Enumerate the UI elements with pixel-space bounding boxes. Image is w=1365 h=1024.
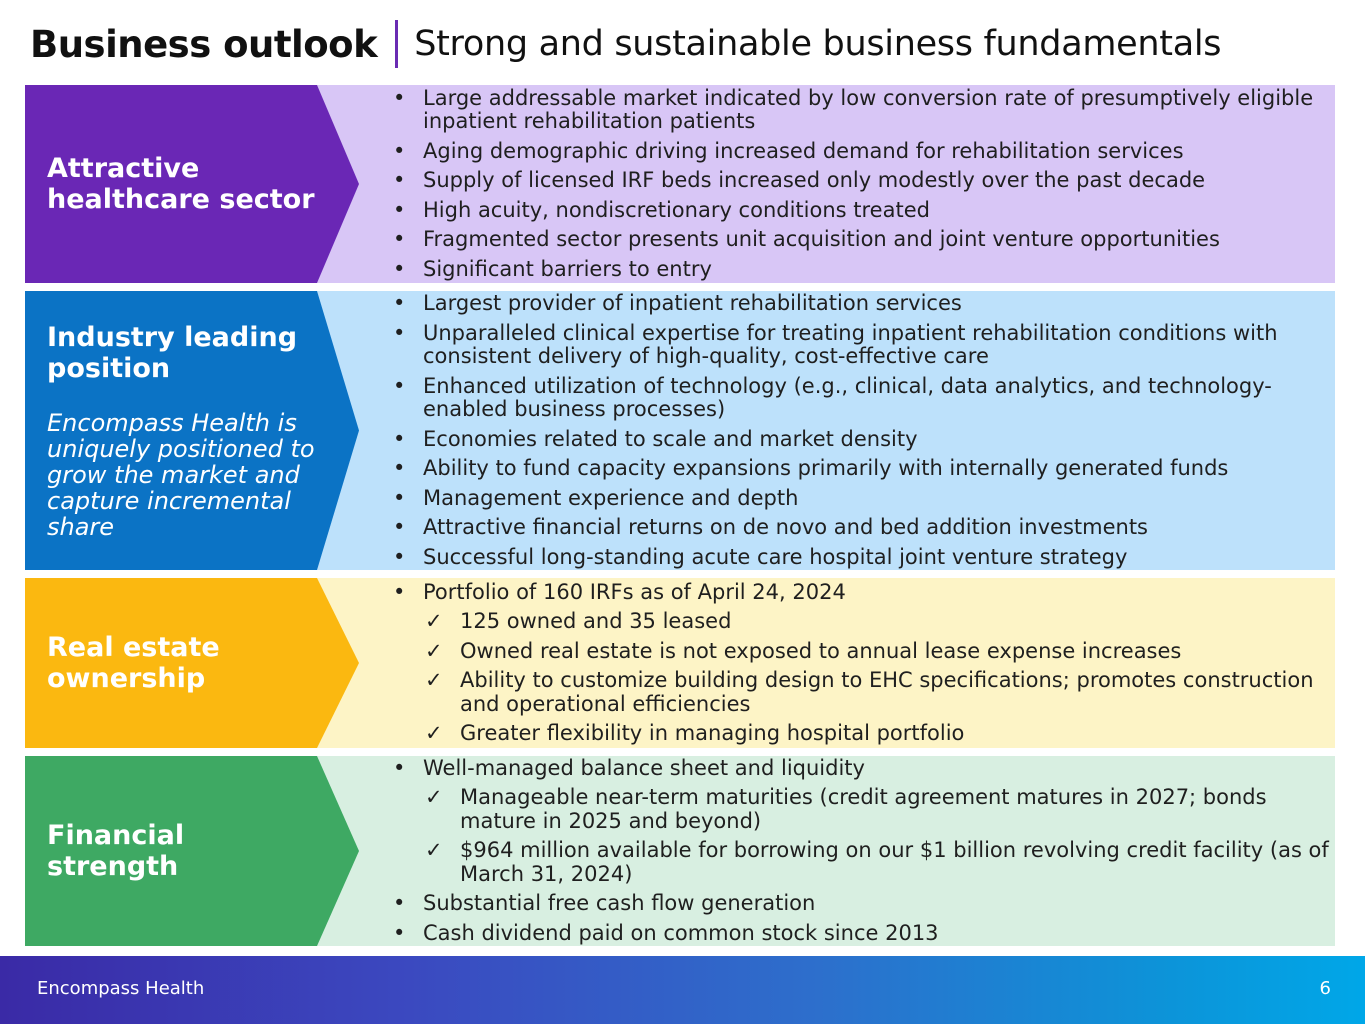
section-content: Well-managed balance sheet and liquidity…: [317, 756, 1335, 946]
check-item: Ability to customize building design to …: [393, 668, 1331, 716]
section-real-estate-ownership: Real estate ownership Portfolio of 160 I…: [25, 578, 1335, 748]
section-tagline: Encompass Health is uniquely positioned …: [47, 408, 315, 541]
title-divider: [395, 20, 399, 68]
list-item: Economies related to scale and market de…: [393, 427, 1331, 452]
check-item: Manageable near-term maturities (credit …: [393, 786, 1331, 833]
list-item: Well-managed balance sheet and liquidity: [393, 756, 1331, 781]
list-item: High acuity, nondiscretionary conditions…: [393, 198, 1331, 223]
list-item: Attractive financial returns on de novo …: [393, 515, 1331, 540]
slide-title-bar: Business outlook Strong and sustainable …: [30, 18, 1222, 70]
section-chevron: [317, 85, 359, 283]
slide-title: Business outlook: [30, 22, 378, 66]
section-content: Largest provider of inpatient rehabilita…: [317, 291, 1335, 570]
section-bullet-list: Well-managed balance sheet and liquidity…: [393, 756, 1331, 946]
list-item: Significant barriers to entry: [393, 257, 1331, 282]
list-item: Portfolio of 160 IRFs as of April 24, 20…: [393, 580, 1331, 605]
footer-brand: Encompass Health: [37, 978, 205, 999]
check-item: $964 million available for borrowing on …: [393, 839, 1331, 886]
check-item: Owned real estate is not exposed to annu…: [393, 639, 1331, 664]
list-item: Ability to fund capacity expansions prim…: [393, 456, 1331, 481]
section-heading: Real estate ownership: [47, 632, 220, 694]
list-item: Fragmented sector presents unit acquisit…: [393, 228, 1331, 252]
page-number: 6: [1319, 978, 1331, 999]
section-label: Attractive healthcare sector: [25, 85, 317, 283]
section-heading: Financial strength: [47, 820, 185, 882]
list-item: Cash dividend paid on common stock since…: [393, 921, 1331, 946]
check-item: 125 owned and 35 leased: [393, 609, 1331, 634]
list-item: Substantial free cash flow generation: [393, 892, 1331, 916]
slide-subtitle: Strong and sustainable business fundamen…: [414, 24, 1222, 64]
list-item: Successful long-standing acute care hosp…: [393, 545, 1331, 570]
section-heading: Attractive healthcare sector: [47, 153, 315, 215]
section-attractive-healthcare-sector: Attractive healthcare sector Large addre…: [25, 85, 1335, 283]
section-bullet-list: Portfolio of 160 IRFs as of April 24, 20…: [393, 578, 1331, 748]
slide-footer: Encompass Health 6: [0, 956, 1365, 1024]
list-item: Unparalleled clinical expertise for trea…: [393, 321, 1331, 369]
section-label: Real estate ownership: [25, 578, 317, 748]
list-item: Management experience and depth: [393, 486, 1331, 511]
section-bullet-list: Large addressable market indicated by lo…: [393, 85, 1331, 283]
section-heading: Industry leading position: [47, 321, 298, 384]
list-item: Aging demographic driving increased dema…: [393, 139, 1331, 164]
section-label: Industry leading position Encompass Heal…: [25, 291, 317, 570]
list-item: Supply of licensed IRF beds increased on…: [393, 169, 1331, 193]
list-item: Enhanced utilization of technology (e.g.…: [393, 374, 1331, 422]
section-financial-strength: Financial strength Well-managed balance …: [25, 756, 1335, 946]
section-chevron: [317, 756, 359, 946]
section-bullet-list: Largest provider of inpatient rehabilita…: [393, 291, 1331, 570]
check-item: Greater flexibility in managing hospital…: [393, 721, 1331, 746]
list-item: Large addressable market indicated by lo…: [393, 86, 1331, 134]
section-content: Portfolio of 160 IRFs as of April 24, 20…: [317, 578, 1335, 748]
section-label: Financial strength: [25, 756, 317, 946]
list-item: Largest provider of inpatient rehabilita…: [393, 291, 1331, 316]
section-content: Large addressable market indicated by lo…: [317, 85, 1335, 283]
section-chevron: [317, 291, 359, 570]
section-chevron: [317, 578, 359, 748]
section-industry-leading-position: Industry leading position Encompass Heal…: [25, 291, 1335, 570]
